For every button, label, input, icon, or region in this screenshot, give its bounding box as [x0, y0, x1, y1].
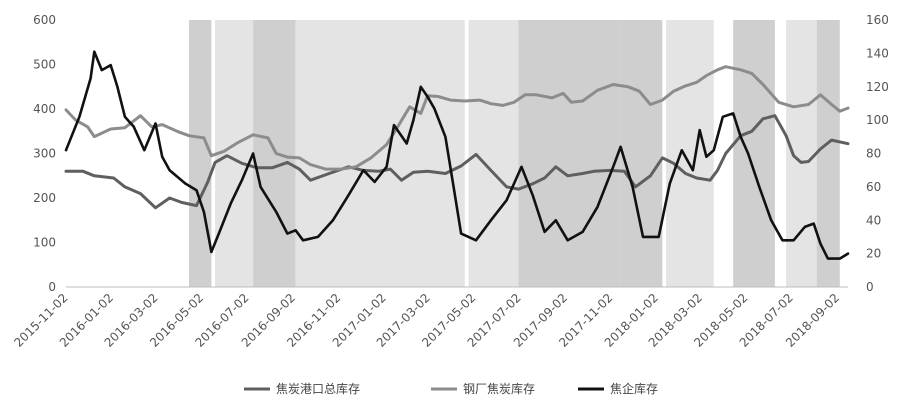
shaded-period-10	[816, 20, 840, 287]
shaded-period-3	[295, 20, 465, 287]
y-right-tick-label: 60	[866, 180, 881, 194]
y-left-tick-label: 0	[48, 280, 56, 294]
y-left-tick-label: 100	[33, 236, 56, 250]
shaded-periods	[189, 20, 840, 287]
y-left-tick-label: 200	[33, 191, 56, 205]
y-right-tick-label: 140	[866, 46, 889, 60]
y-right-tick-label: 120	[866, 80, 889, 94]
shaded-period-0	[189, 20, 212, 287]
y-right-tick-label: 0	[866, 280, 874, 294]
y-right-tick-label: 20	[866, 247, 881, 261]
y-right-tick-label: 80	[866, 147, 881, 161]
y-left-tick-label: 600	[33, 13, 56, 27]
y-left-tick-label: 400	[33, 102, 56, 116]
shaded-period-5	[518, 20, 621, 287]
legend: 焦炭港口总库存 钢厂焦炭库存 焦企库存	[244, 381, 658, 396]
legend-label: 钢厂焦炭库存	[463, 381, 535, 396]
series-lines	[64, 50, 850, 260]
shaded-period-9	[786, 20, 817, 287]
y-left-tick-label: 500	[33, 58, 56, 72]
series-line-1	[64, 65, 850, 171]
legend-label: 焦炭港口总库存	[276, 381, 360, 396]
legend-label: 焦企库存	[610, 381, 658, 396]
shaded-period-2	[253, 20, 296, 287]
shaded-period-8	[733, 20, 775, 287]
y-right-tick-label: 100	[866, 113, 889, 127]
y-left-tick-label: 300	[33, 147, 56, 161]
series-line-2	[64, 50, 850, 260]
y-right-tick-label: 160	[866, 13, 889, 27]
y-right-tick-label: 40	[866, 213, 881, 227]
shaded-period-6	[620, 20, 663, 287]
